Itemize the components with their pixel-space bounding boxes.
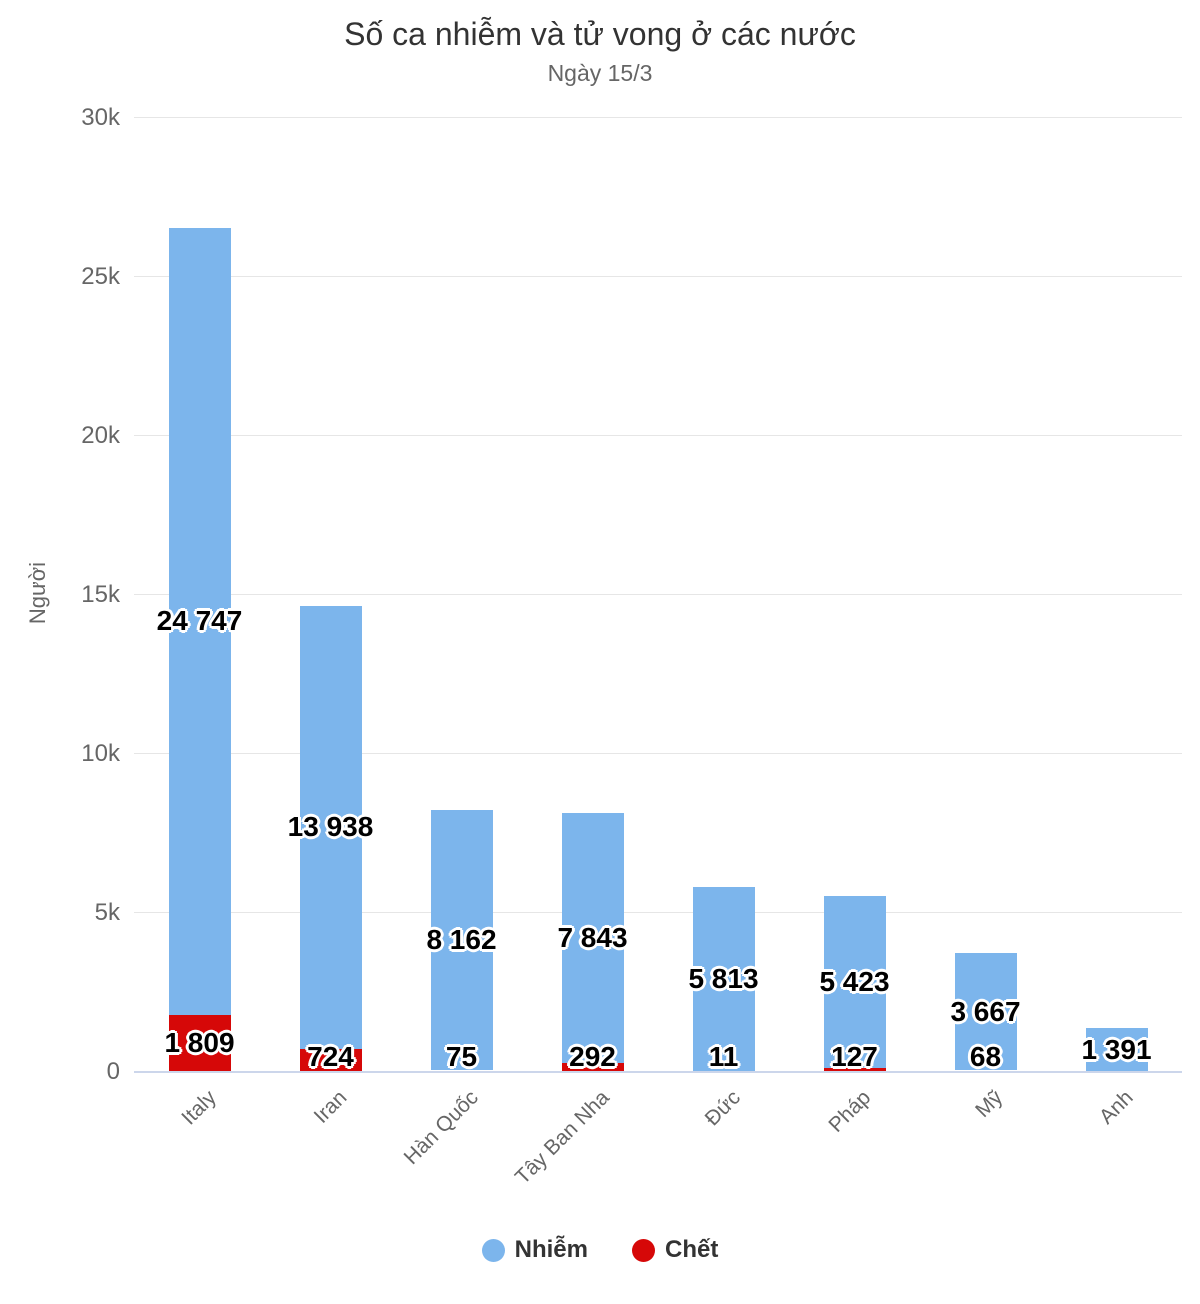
gridline-10k xyxy=(134,753,1182,754)
legend-label: Nhiễm xyxy=(514,1236,588,1263)
label-dead-Mỹ: 68 xyxy=(969,1041,1002,1072)
bar-infected-Hàn Quốc xyxy=(430,810,493,1070)
y-tick-label-0: 0 xyxy=(106,1058,120,1085)
bar-dead-Iran xyxy=(299,1049,362,1072)
label-dead-Iran: 724 xyxy=(307,1041,354,1072)
y-tick-label-30k: 30k xyxy=(81,104,120,131)
label-infected-Đức: 5 813 xyxy=(688,963,759,995)
gridline-25k xyxy=(134,276,1182,277)
label-dead-Italy: 1 809 xyxy=(164,1027,235,1059)
legend-item-Chết[interactable]: Chết xyxy=(632,1236,718,1264)
x-tick-label-Anh: Anh xyxy=(1095,1086,1138,1129)
label-infected-Anh: 1 391 xyxy=(1081,1033,1152,1065)
x-tick-label-Đức: Đức xyxy=(700,1086,745,1131)
gridline-30k xyxy=(134,117,1182,118)
bar-infected-Tây Ban Nha xyxy=(561,813,624,1063)
bar-infected-Italy xyxy=(168,227,231,1015)
label-infected-Pháp: 5 423 xyxy=(819,965,890,997)
legend-label: Chết xyxy=(665,1236,719,1263)
bar-infected-Iran xyxy=(299,605,362,1049)
legend-item-Nhiễm[interactable]: Nhiễm xyxy=(481,1236,588,1264)
chart-title: Số ca nhiễm và tử vong ở các nước xyxy=(344,16,856,52)
gridline-5k xyxy=(134,912,1182,913)
label-infected-Italy: 24 747 xyxy=(156,605,243,636)
label-infected-Iran: 13 938 xyxy=(287,811,374,843)
x-tick-label-Iran: Iran xyxy=(309,1086,352,1128)
label-infected-Hàn Quốc: 8 162 xyxy=(426,923,497,955)
legend-marker-icon xyxy=(632,1238,655,1262)
label-dead-Hàn Quốc: 75 xyxy=(445,1041,478,1072)
y-tick-label-10k: 10k xyxy=(81,740,120,767)
bar-infected-Anh xyxy=(1085,1027,1148,1072)
label-dead-Tây Ban Nha: 292 xyxy=(569,1041,616,1072)
bar-dead-Tây Ban Nha xyxy=(561,1062,624,1072)
chart-subtitle: Ngày 15/3 xyxy=(547,60,653,86)
label-dead-Đức: 11 xyxy=(708,1041,739,1072)
x-tick-label-Italy: Italy xyxy=(177,1086,221,1130)
label-infected-Tây Ban Nha: 7 843 xyxy=(557,922,628,953)
x-axis-line xyxy=(134,1071,1182,1073)
x-tick-label-Hàn Quốc: Hàn Quốc xyxy=(399,1086,483,1170)
y-tick-label-20k: 20k xyxy=(81,422,120,449)
bar-infected-Mỹ xyxy=(954,953,1017,1070)
y-tick-label-15k: 15k xyxy=(81,581,120,608)
x-tick-label-Pháp: Pháp xyxy=(824,1086,876,1137)
x-tick-label-Tây Ban Nha: Tây Ban Nha xyxy=(510,1086,614,1189)
bar-dead-Italy xyxy=(168,1014,231,1072)
legend-marker-icon xyxy=(481,1238,505,1262)
plot-area: 24 747 1 809 13 938 724 8 162 75 7 843 292 5 813… xyxy=(134,118,1182,1072)
bar-dead-Pháp xyxy=(823,1068,886,1072)
legend: Nhiễm Chết xyxy=(0,1230,1200,1270)
bar-infected-Pháp xyxy=(823,895,886,1068)
y-tick-label-25k: 25k xyxy=(81,263,120,290)
gridline-20k xyxy=(134,435,1182,436)
label-dead-Pháp: 127 xyxy=(831,1041,878,1072)
bar-infected-Đức xyxy=(692,886,755,1072)
x-tick-label-Mỹ: Mỹ xyxy=(970,1086,1007,1123)
label-infected-Mỹ: 3 667 xyxy=(950,995,1021,1027)
y-tick-label-5k: 5k xyxy=(94,899,120,926)
gridline-15k xyxy=(134,594,1182,595)
